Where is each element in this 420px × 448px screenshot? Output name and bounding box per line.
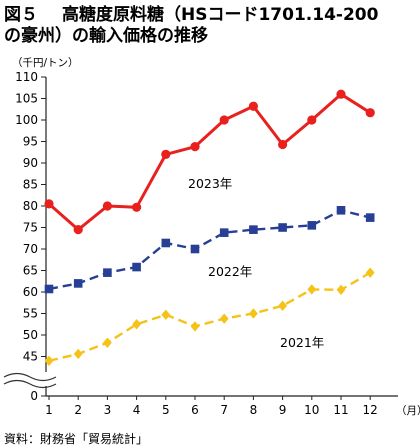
source-note: 資料：財務省「貿易統計」 <box>4 431 148 446</box>
data-point <box>73 348 83 360</box>
data-point <box>161 149 171 159</box>
series-line <box>48 271 371 362</box>
data-point <box>73 279 83 288</box>
data-point <box>249 308 258 319</box>
data-point <box>365 108 375 118</box>
data-point <box>103 268 112 277</box>
y-tick-label: 95 <box>23 135 38 149</box>
data-point <box>248 101 258 111</box>
x-tick-label: 11 <box>333 403 348 417</box>
data-point <box>307 221 317 230</box>
y-tick-label: 0 <box>30 389 38 403</box>
data-point <box>161 238 171 248</box>
y-tick-label: 80 <box>23 199 38 213</box>
y-tick-label: 85 <box>23 178 38 192</box>
data-point <box>365 267 375 278</box>
data-point <box>103 337 112 348</box>
data-point <box>278 223 287 232</box>
y-tick-label: 45 <box>23 350 38 364</box>
x-tick-label: 5 <box>162 403 170 417</box>
data-point <box>161 309 171 320</box>
data-point <box>219 313 229 324</box>
x-axis-unit: （月） <box>396 405 420 417</box>
chart-title-line1: 高糖度原料糖（HSコード1701.14-200 <box>62 4 379 25</box>
axis-break-icon <box>2 372 57 389</box>
figure-label: 図５ <box>4 5 38 25</box>
data-point <box>44 199 54 209</box>
series-label-2021: 2021年 <box>280 335 324 350</box>
data-point <box>307 115 317 125</box>
data-point <box>190 142 200 152</box>
x-tick-label: 2 <box>74 403 82 417</box>
y-tick-label: 75 <box>23 221 38 235</box>
data-point <box>190 321 200 332</box>
data-point <box>219 115 229 125</box>
data-point <box>132 319 141 330</box>
data-point <box>278 300 287 311</box>
x-tick-label: 3 <box>104 403 112 417</box>
data-point <box>132 262 141 272</box>
y-tick-label: 65 <box>23 264 38 278</box>
data-point <box>336 284 346 296</box>
data-point <box>249 225 258 234</box>
x-tick-label: 1 <box>45 403 53 417</box>
series-label-2022: 2022年 <box>208 264 252 279</box>
series-line <box>48 209 371 291</box>
x-tick-label: 6 <box>191 403 199 417</box>
data-point <box>365 213 375 222</box>
data-point <box>102 201 112 211</box>
data-point <box>219 228 229 237</box>
chart-title-line2: の豪州）の輸入価格の推移 <box>4 25 208 46</box>
y-axis-unit: （千円/トン） <box>12 57 79 69</box>
x-tick-label: 9 <box>279 403 287 417</box>
series-label-2023: 2023年 <box>188 176 232 191</box>
y-tick-label: 100 <box>15 113 38 127</box>
y-tick-label: 50 <box>23 328 38 342</box>
data-point <box>336 206 346 215</box>
x-tick-label: 12 <box>363 403 378 417</box>
y-tick-label: 70 <box>23 242 38 256</box>
x-tick-label: 8 <box>250 403 258 417</box>
y-tick-label: 60 <box>23 285 38 299</box>
series-line <box>48 92 372 232</box>
data-point <box>336 89 346 99</box>
y-tick-label: 90 <box>23 156 38 170</box>
x-tick-label: 10 <box>304 403 319 417</box>
data-point <box>44 355 54 366</box>
data-point <box>307 284 317 295</box>
data-point <box>190 244 200 254</box>
x-tick-label: 4 <box>133 403 141 417</box>
x-tick-label: 7 <box>220 403 228 417</box>
y-tick-label: 105 <box>15 92 38 106</box>
series-2021年 <box>44 267 375 366</box>
data-point <box>44 284 54 294</box>
series-2022年 <box>44 206 375 294</box>
series-2023年 <box>44 89 375 235</box>
y-tick-label: 55 <box>23 307 38 321</box>
y-tick-label: 110 <box>15 70 38 84</box>
data-point <box>278 139 288 150</box>
data-point <box>73 225 83 235</box>
data-point <box>132 202 142 212</box>
